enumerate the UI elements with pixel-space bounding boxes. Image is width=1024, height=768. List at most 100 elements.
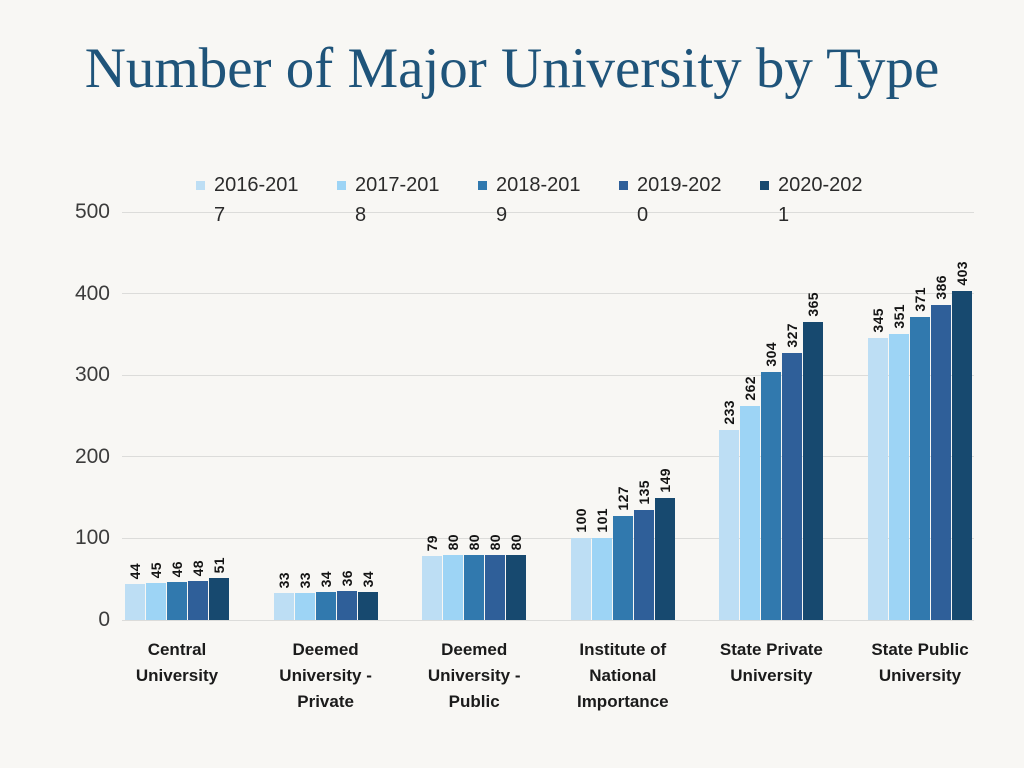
bar (485, 555, 506, 620)
y-axis-tick: 300 (74, 363, 110, 387)
legend-swatch-icon (478, 181, 487, 190)
bar-cell: 327 (782, 0, 803, 620)
bar-cell: 135 (633, 0, 654, 620)
gridline (122, 374, 974, 376)
bar (612, 516, 633, 620)
bar-value-label: 33 (275, 571, 292, 588)
bar (506, 555, 527, 620)
bar-value-label: 80 (487, 533, 504, 550)
bar (167, 582, 187, 620)
bar-value-label: 327 (784, 323, 801, 348)
bar (146, 583, 166, 620)
chart-title: Number of Major University by Type (84, 37, 940, 100)
gridline (122, 619, 974, 621)
bar-cell: 33 (273, 0, 294, 620)
bar (868, 338, 888, 620)
legend-swatch-icon (619, 181, 628, 190)
bar-value-label: 135 (635, 480, 652, 505)
bar (952, 291, 972, 620)
bar-cell: 351 (889, 0, 909, 620)
x-axis-label: Deemed University -Private (279, 640, 372, 711)
bar-cell: 149 (654, 0, 675, 620)
bar (273, 593, 294, 620)
bar (782, 353, 803, 620)
bar-value-label: 45 (148, 561, 164, 578)
bar-value-label: 44 (127, 562, 143, 579)
bar (357, 592, 378, 620)
bar-value-label: 403 (954, 261, 970, 286)
legend-label: 2020-2021 (778, 174, 863, 226)
bar-group: 44 45 46 48 51 (125, 0, 229, 620)
bar (443, 555, 464, 620)
legend-label: 2019-2020 (637, 174, 722, 226)
bar-cell: 48 (188, 0, 208, 620)
legend-label: 2017-2018 (355, 174, 440, 226)
bar (633, 510, 654, 620)
x-axis-label: State Private University (719, 640, 823, 685)
bar (910, 317, 930, 620)
bar-cell: 36 (336, 0, 357, 620)
bar (336, 591, 357, 620)
gridline (122, 456, 974, 458)
bar-value-label: 371 (912, 287, 928, 312)
legend: 2016-2017 2017-2018 2018-2019 2019-2020 2020… (196, 170, 868, 230)
bar-value-label: 80 (445, 533, 462, 550)
bar-cell: 101 (591, 0, 612, 620)
bar (422, 556, 443, 620)
y-axis-tick: 100 (74, 526, 110, 550)
bar (591, 538, 612, 620)
legend-item: 2016-2017 (196, 170, 304, 230)
bar-cell: 34 (357, 0, 378, 620)
bar-value-label: 36 (338, 569, 355, 586)
bar-value-label: 345 (870, 308, 886, 333)
bar-value-label: 233 (721, 400, 738, 425)
bar-value-label: 149 (656, 468, 673, 493)
bar-value-label: 33 (296, 571, 313, 588)
legend-swatch-icon (760, 181, 769, 190)
bar (570, 538, 591, 620)
bar-cell: 79 (422, 0, 443, 620)
bar-cell: 403 (952, 0, 972, 620)
bar-cell: 44 (125, 0, 145, 620)
bar-group: 100 101 127 135 149 (570, 0, 675, 620)
bar (803, 322, 824, 620)
legend-item: 2019-2020 (619, 170, 727, 230)
bar-cell: 304 (761, 0, 782, 620)
bar (294, 593, 315, 620)
bar-value-label: 365 (805, 292, 822, 317)
bar-group: 33 33 34 36 34 (273, 0, 378, 620)
bar-value-label: 79 (424, 534, 441, 551)
bar-value-label: 304 (763, 342, 780, 367)
bar-cell: 365 (803, 0, 824, 620)
legend-item: 2017-2018 (337, 170, 445, 230)
bar (740, 406, 761, 620)
gridline (122, 293, 974, 295)
bar-cell: 80 (464, 0, 485, 620)
bar-group: 345 351 371 386 403 (868, 0, 972, 620)
bar-value-label: 100 (572, 508, 589, 533)
bar (761, 372, 782, 620)
bar-cell: 51 (209, 0, 229, 620)
bar-cell: 233 (719, 0, 740, 620)
bar-value-label: 101 (593, 508, 610, 533)
bar-value-label: 351 (891, 304, 907, 329)
bar-value-label: 48 (190, 559, 206, 576)
bar (719, 430, 740, 620)
bar-cell: 345 (868, 0, 888, 620)
bar-cell: 100 (570, 0, 591, 620)
bar-cell: 45 (146, 0, 166, 620)
bar-cell: 262 (740, 0, 761, 620)
bar-group: 79 80 80 80 80 (422, 0, 527, 620)
bar (931, 305, 951, 620)
legend-label: 2018-2019 (496, 174, 581, 226)
bar-cell: 127 (612, 0, 633, 620)
bar-cell: 371 (910, 0, 930, 620)
bar-value-label: 34 (317, 570, 334, 587)
bar-value-label: 51 (211, 556, 227, 573)
y-axis-tick: 200 (74, 444, 110, 468)
bar (464, 555, 485, 620)
bar (889, 334, 909, 620)
bar-value-label: 80 (466, 533, 483, 550)
bar-value-label: 34 (359, 570, 376, 587)
